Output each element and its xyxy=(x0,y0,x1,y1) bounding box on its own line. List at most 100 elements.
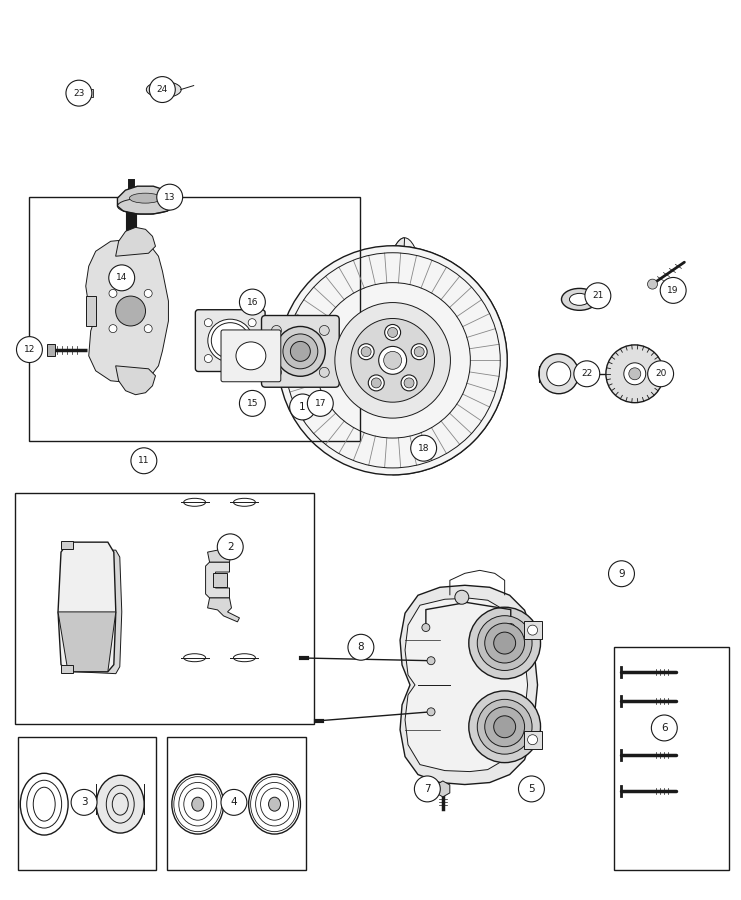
Text: 24: 24 xyxy=(156,86,168,94)
Ellipse shape xyxy=(96,775,144,833)
Circle shape xyxy=(401,375,417,391)
Text: 13: 13 xyxy=(164,193,176,202)
Ellipse shape xyxy=(427,657,435,665)
Circle shape xyxy=(385,325,401,340)
Text: 12: 12 xyxy=(24,345,35,354)
Bar xyxy=(61,541,73,549)
Text: 14: 14 xyxy=(116,274,127,283)
Circle shape xyxy=(71,789,97,815)
Polygon shape xyxy=(207,598,239,622)
Polygon shape xyxy=(205,562,230,598)
Circle shape xyxy=(574,361,599,387)
Ellipse shape xyxy=(485,706,525,747)
Circle shape xyxy=(205,355,213,363)
Circle shape xyxy=(368,375,385,391)
Circle shape xyxy=(411,344,427,360)
Bar xyxy=(18,737,156,869)
Text: 15: 15 xyxy=(247,399,258,408)
Bar xyxy=(47,344,55,356)
Circle shape xyxy=(144,325,152,333)
Polygon shape xyxy=(58,542,116,671)
Ellipse shape xyxy=(606,345,664,402)
Text: 1: 1 xyxy=(299,402,306,412)
Ellipse shape xyxy=(130,194,162,203)
Circle shape xyxy=(157,184,182,210)
Polygon shape xyxy=(207,538,239,562)
Circle shape xyxy=(144,290,152,297)
Bar xyxy=(167,737,306,869)
Circle shape xyxy=(651,715,677,741)
Ellipse shape xyxy=(477,616,532,670)
Bar xyxy=(15,493,313,724)
Circle shape xyxy=(248,319,256,327)
Text: 7: 7 xyxy=(424,784,431,794)
Text: 18: 18 xyxy=(418,444,429,453)
Ellipse shape xyxy=(422,624,430,632)
Text: 19: 19 xyxy=(668,286,679,295)
Circle shape xyxy=(109,325,117,333)
Ellipse shape xyxy=(477,699,532,754)
Ellipse shape xyxy=(485,623,525,663)
Ellipse shape xyxy=(539,354,579,393)
Text: 11: 11 xyxy=(138,456,150,465)
Polygon shape xyxy=(116,228,156,256)
Circle shape xyxy=(271,326,282,336)
Circle shape xyxy=(290,394,316,420)
Circle shape xyxy=(414,776,440,802)
Circle shape xyxy=(248,355,256,363)
Polygon shape xyxy=(86,239,168,382)
Text: 8: 8 xyxy=(358,643,365,652)
Circle shape xyxy=(519,776,545,802)
Ellipse shape xyxy=(547,362,571,386)
Ellipse shape xyxy=(147,82,182,97)
Ellipse shape xyxy=(469,691,540,762)
Circle shape xyxy=(414,346,424,356)
Ellipse shape xyxy=(455,590,469,604)
Ellipse shape xyxy=(494,632,516,654)
Circle shape xyxy=(278,246,508,475)
Circle shape xyxy=(660,277,686,303)
Circle shape xyxy=(16,337,42,363)
Bar xyxy=(213,573,227,587)
Circle shape xyxy=(221,789,247,815)
Circle shape xyxy=(217,534,243,560)
Polygon shape xyxy=(379,238,507,475)
Circle shape xyxy=(629,368,641,380)
Text: 2: 2 xyxy=(227,542,233,552)
Text: 3: 3 xyxy=(81,797,87,807)
Circle shape xyxy=(109,290,117,297)
Circle shape xyxy=(319,326,329,336)
Circle shape xyxy=(350,319,434,402)
Circle shape xyxy=(358,344,374,360)
Polygon shape xyxy=(400,585,537,785)
Text: 17: 17 xyxy=(314,399,326,408)
Bar xyxy=(524,731,542,749)
Circle shape xyxy=(585,283,611,309)
Ellipse shape xyxy=(236,342,266,370)
Bar xyxy=(614,647,728,869)
Ellipse shape xyxy=(268,797,281,811)
Ellipse shape xyxy=(624,363,645,384)
Circle shape xyxy=(109,265,135,291)
Circle shape xyxy=(66,80,92,106)
Text: 16: 16 xyxy=(247,298,258,307)
Text: 6: 6 xyxy=(661,723,668,733)
Polygon shape xyxy=(117,186,173,214)
FancyBboxPatch shape xyxy=(262,316,339,387)
Circle shape xyxy=(131,448,157,473)
Ellipse shape xyxy=(283,334,318,369)
Circle shape xyxy=(361,346,371,356)
Circle shape xyxy=(404,378,414,388)
Polygon shape xyxy=(436,781,450,797)
Bar xyxy=(83,89,93,97)
Text: 22: 22 xyxy=(581,369,592,378)
Circle shape xyxy=(388,328,398,338)
Circle shape xyxy=(528,626,537,635)
Ellipse shape xyxy=(192,797,204,811)
Bar xyxy=(30,197,360,441)
Circle shape xyxy=(371,378,381,388)
Circle shape xyxy=(648,279,657,289)
Text: 4: 4 xyxy=(230,797,237,807)
Circle shape xyxy=(239,391,265,417)
Circle shape xyxy=(308,391,333,417)
